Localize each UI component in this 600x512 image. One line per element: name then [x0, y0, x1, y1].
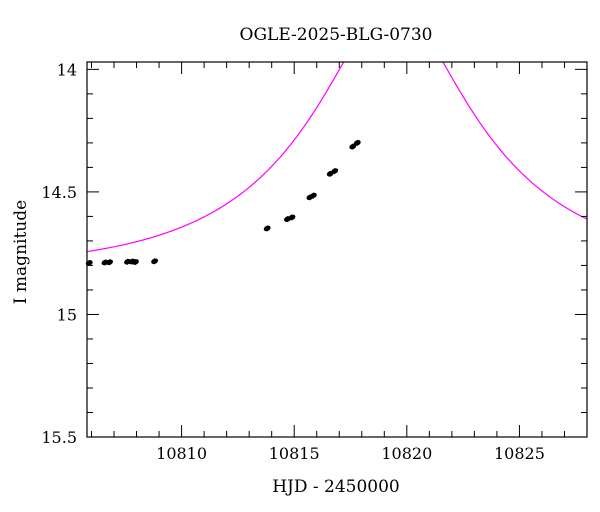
x-tick-label: 10820 [381, 444, 432, 463]
x-tick-label: 10815 [269, 444, 320, 463]
y-tick-label: 14 [57, 60, 77, 79]
data-point [309, 192, 317, 199]
data-point [151, 258, 159, 265]
data-point [353, 140, 361, 146]
x-axis-label: HJD - 2450000 [272, 477, 400, 497]
data-point [331, 168, 339, 174]
model-curve [87, 62, 587, 253]
data-point [263, 225, 271, 232]
x-tick-label: 10810 [156, 444, 207, 463]
x-tick-label: 10825 [494, 444, 545, 463]
y-axis-label: I magnitude [11, 200, 31, 304]
y-tick-label: 14.5 [41, 183, 77, 202]
y-tick-label: 15.5 [41, 428, 77, 447]
chart-title: OGLE-2025-BLG-0730 [240, 25, 433, 45]
data-point [288, 214, 296, 221]
data-point [106, 259, 113, 266]
plot-area: 10810 10815 10820 10825 14 14.5 15 15.5 [41, 60, 588, 463]
y-tick-label: 15 [57, 305, 77, 324]
data-point [131, 259, 139, 265]
plot-frame [86, 61, 588, 438]
data-point [349, 143, 357, 150]
